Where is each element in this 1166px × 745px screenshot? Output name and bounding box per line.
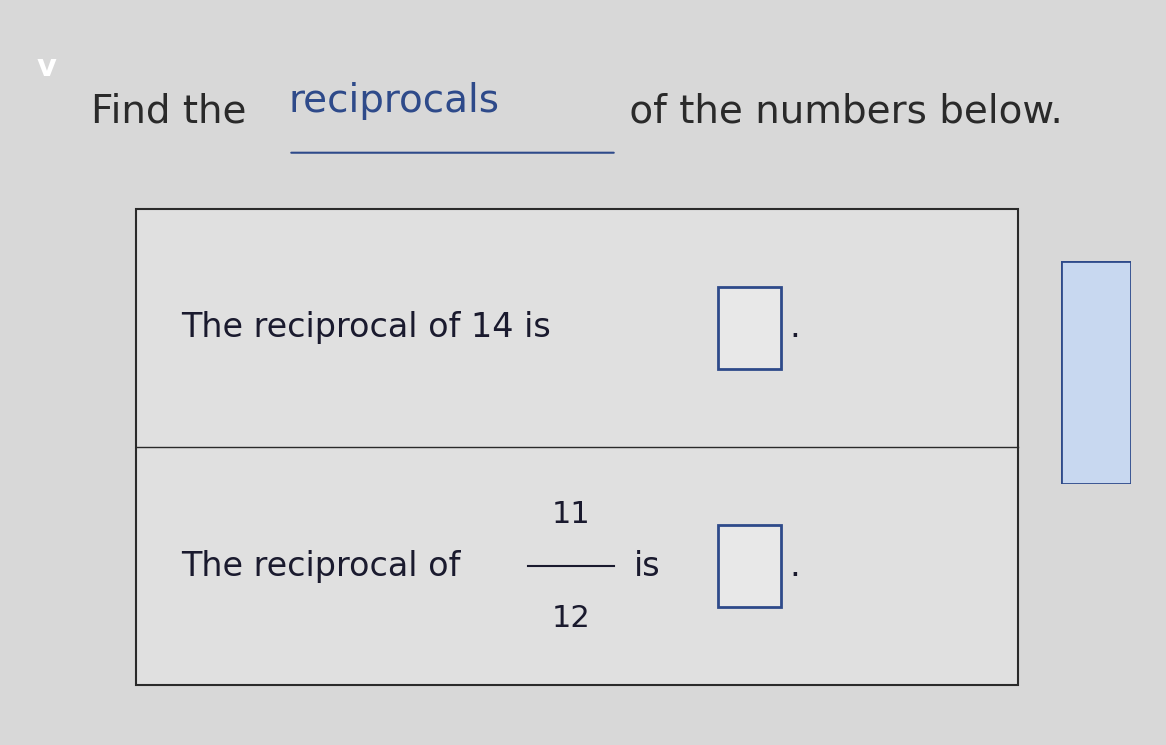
Text: Find the: Find the bbox=[91, 92, 259, 131]
Text: .: . bbox=[789, 550, 800, 583]
Text: The reciprocal of: The reciprocal of bbox=[181, 550, 461, 583]
Bar bbox=[718, 525, 780, 607]
Text: v: v bbox=[36, 53, 57, 81]
Text: of the numbers below.: of the numbers below. bbox=[617, 92, 1062, 131]
FancyBboxPatch shape bbox=[135, 209, 1018, 685]
Text: .: . bbox=[789, 311, 800, 344]
Text: The reciprocal of 14 is: The reciprocal of 14 is bbox=[181, 311, 550, 344]
Text: is: is bbox=[633, 550, 660, 583]
Text: reciprocals: reciprocals bbox=[288, 82, 499, 120]
Text: 12: 12 bbox=[552, 604, 591, 633]
Bar bbox=[718, 287, 780, 369]
Text: 11: 11 bbox=[552, 500, 591, 528]
